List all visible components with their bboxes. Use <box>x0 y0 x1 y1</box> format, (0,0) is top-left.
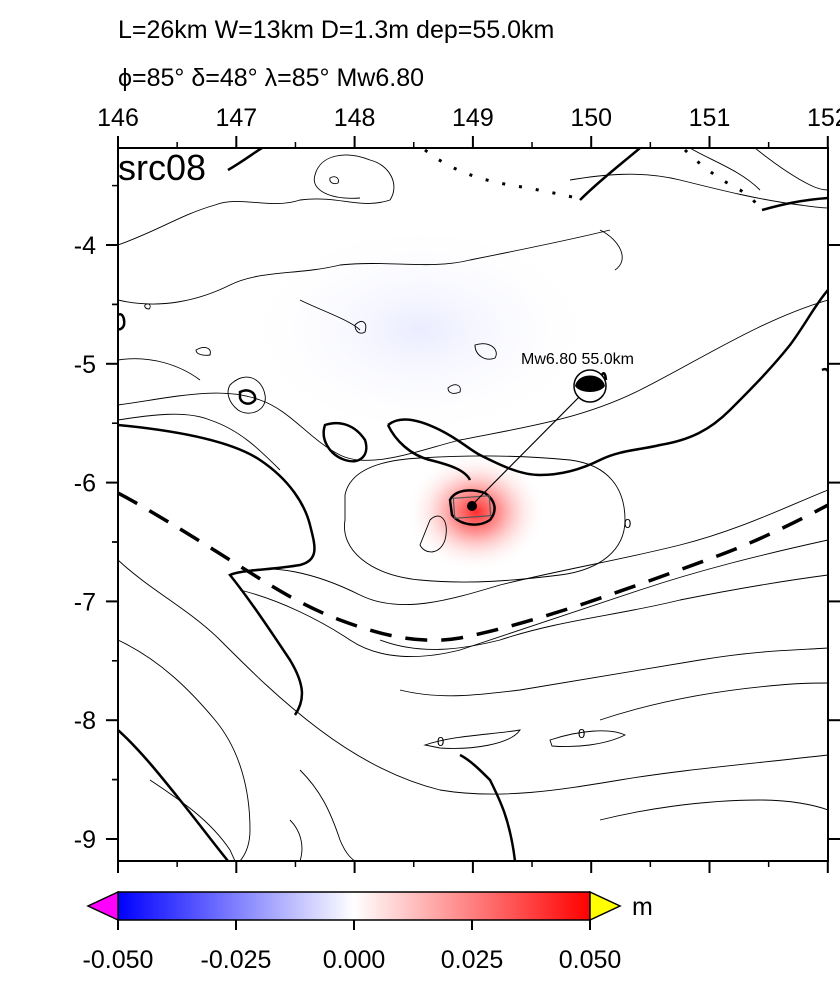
zero-contours <box>118 148 828 861</box>
uplift-shading <box>406 452 546 572</box>
colorbar-tick-label: 0.050 <box>559 946 622 974</box>
subsidence-shading <box>240 220 600 440</box>
y-tick-label: -9 <box>74 826 96 854</box>
trench-lines <box>118 148 828 642</box>
colorbar-tick-label: -0.050 <box>83 946 154 974</box>
bathymetry-contours <box>118 148 828 861</box>
y-tick-label: -6 <box>74 470 96 498</box>
colorbar: -0.050 -0.025 0.000 0.025 0.050 m <box>83 890 653 974</box>
beachball-icon <box>573 369 607 403</box>
y-tick-label: -7 <box>74 588 96 616</box>
x-tick-label: 148 <box>334 104 376 132</box>
panel-label: src08 <box>118 147 206 188</box>
epicenter-label: Mw6.80 55.0km <box>521 351 634 368</box>
colorbar-gradient <box>117 891 591 921</box>
colorbar-tick-label: -0.025 <box>201 946 272 974</box>
contour-label: 0 <box>437 734 444 749</box>
y-tick-label: -8 <box>74 707 96 735</box>
colorbar-over-triangle <box>589 890 622 922</box>
colorbar-under-triangle <box>86 890 119 922</box>
epicenter-marker <box>467 501 477 511</box>
fault-plane <box>452 495 492 519</box>
y-axis: -4 -5 -6 -7 -8 -9 <box>74 184 840 854</box>
x-tick-label: 149 <box>452 104 494 132</box>
y-tick-label: -5 <box>74 351 96 379</box>
epicenter-leader-line <box>471 385 591 506</box>
colorbar-tick-label: 0.000 <box>323 946 386 974</box>
x-tick-label: 146 <box>97 104 139 132</box>
contour-label: 0 <box>578 726 585 741</box>
x-tick-label: 150 <box>570 104 612 132</box>
colorbar-tick-label: 0.025 <box>441 946 504 974</box>
x-tick-label: 152 <box>807 104 840 132</box>
contour-label: 0 <box>624 516 631 531</box>
parameter-line-2: ϕ=85° δ=48° λ=85° Mw6.80 <box>118 64 425 92</box>
y-tick-label: -4 <box>74 232 96 260</box>
x-axis: 146 147 148 149 150 151 152 <box>97 104 840 873</box>
x-tick-label: 147 <box>215 104 257 132</box>
colorbar-unit: m <box>632 893 653 921</box>
parameter-line-1: L=26km W=13km D=1.3m dep=55.0km <box>118 16 555 44</box>
map-area: Mw6.80 55.0km 0 0 0 <box>118 148 828 861</box>
colorbar-ticks: -0.050 -0.025 0.000 0.025 0.050 <box>83 920 622 974</box>
x-tick-label: 151 <box>689 104 731 132</box>
